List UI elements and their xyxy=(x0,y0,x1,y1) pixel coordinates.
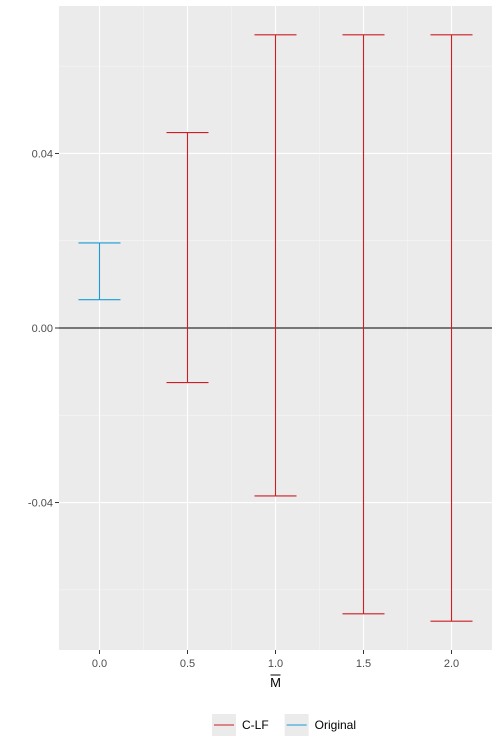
errorbar xyxy=(430,34,473,622)
legend-label: Original xyxy=(315,718,356,732)
x-tick-label: 0.0 xyxy=(92,658,107,670)
y-tick-label: -0.04 xyxy=(28,498,53,510)
legend: C-LF Original xyxy=(212,714,356,736)
x-axis-title: M xyxy=(270,674,281,690)
errorbar xyxy=(78,242,121,301)
errorbar xyxy=(166,131,209,384)
legend-item: Original xyxy=(284,714,356,736)
x-tick-label: 1.5 xyxy=(356,658,371,670)
errorbar xyxy=(254,34,297,497)
x-tick-label: 0.5 xyxy=(180,658,195,670)
x-tick-label: 2.0 xyxy=(444,658,459,670)
x-tick-label: 1.0 xyxy=(268,658,283,670)
x-axis-ticks: 0.0 0.5 1.0 1.5 2.0 xyxy=(92,650,459,670)
y-tick-label: 0.00 xyxy=(32,323,53,335)
y-axis-ticks: -0.04 0.00 0.04 xyxy=(28,148,59,510)
x-axis-label: M xyxy=(270,675,281,690)
legend-label: C-LF xyxy=(242,718,269,732)
legend-item: C-LF xyxy=(212,714,269,736)
error-bars xyxy=(78,34,473,622)
errorbar xyxy=(342,34,385,615)
y-tick-label: 0.04 xyxy=(32,148,53,160)
